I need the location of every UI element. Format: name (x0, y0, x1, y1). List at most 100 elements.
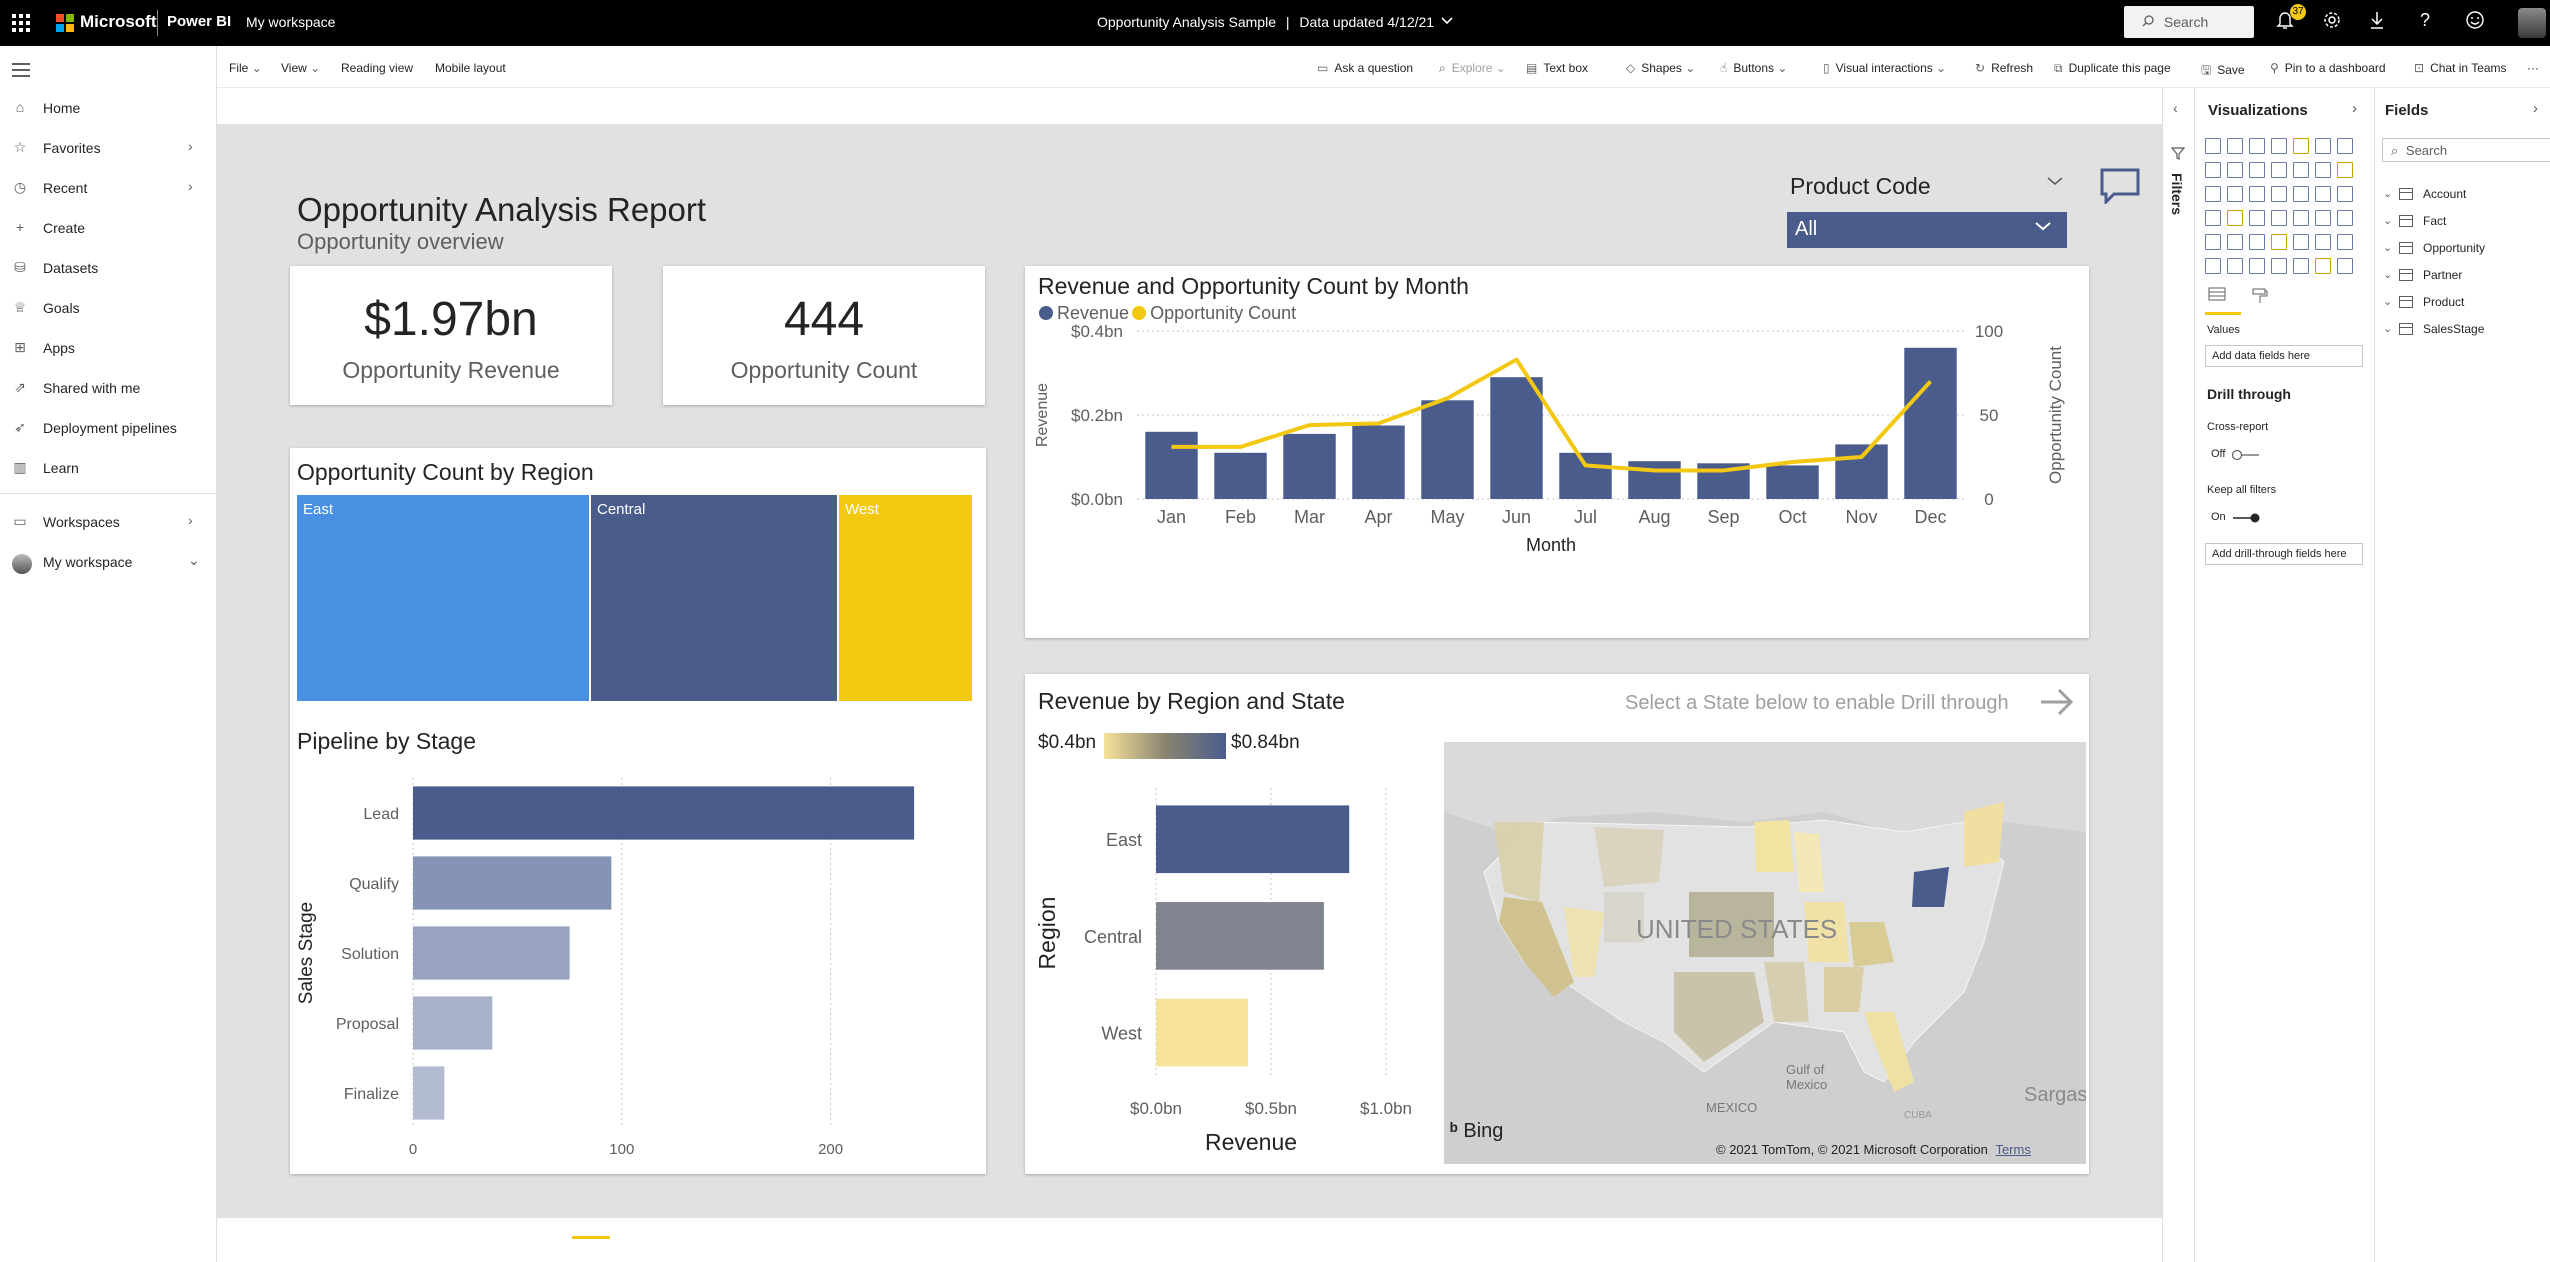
chevron-down-icon[interactable] (1439, 12, 1455, 31)
kpi-card-revenue[interactable]: $1.97bn Opportunity Revenue (290, 266, 612, 405)
treemap-west[interactable]: West (839, 495, 972, 701)
us-map[interactable]: UNITED STATES Gulf of Mexico MEXICO CUBA… (1444, 742, 2086, 1164)
download-icon[interactable] (2369, 10, 2385, 35)
product-name[interactable]: Power BI (167, 13, 232, 30)
visual-type-icon[interactable] (2227, 210, 2243, 226)
visual-type-icon[interactable] (2205, 258, 2221, 274)
terms-link[interactable]: Terms (1995, 1142, 2031, 1157)
chevron-down-icon[interactable]: ⌄ (188, 552, 200, 568)
file-menu[interactable]: File ⌄ (229, 61, 268, 75)
visual-type-icon[interactable] (2337, 234, 2353, 250)
visual-type-icon[interactable] (2315, 234, 2331, 250)
nav-item-shared[interactable]: ⇗ Shared with me (0, 370, 216, 406)
bell-icon[interactable] (2276, 10, 2294, 35)
visual-type-icon[interactable] (2293, 162, 2309, 178)
cross-report-toggle[interactable] (2231, 449, 2259, 461)
view-menu[interactable]: View ⌄ (281, 61, 326, 75)
app-launcher-icon[interactable] (12, 14, 30, 32)
nav-item-learn[interactable]: ▥ Learn (0, 450, 216, 486)
save-button[interactable]: 🖫 Save (2201, 61, 2245, 82)
nav-item-recent[interactable]: ◷ Recent › (0, 170, 216, 206)
visual-type-icon[interactable] (2249, 186, 2265, 202)
visual-type-icon[interactable] (2249, 162, 2265, 178)
visual-type-icon[interactable] (2249, 210, 2265, 226)
mobile-layout-button[interactable]: Mobile layout (435, 61, 506, 75)
fields-search-input[interactable]: ⌕ Search (2382, 138, 2550, 162)
visual-type-icon[interactable] (2205, 234, 2221, 250)
kpi-card-count[interactable]: 444 Opportunity Count (663, 266, 985, 405)
text-box-button[interactable]: ▤ Text box (1526, 61, 1588, 75)
visual-type-icon[interactable] (2205, 138, 2221, 154)
visual-type-icon[interactable] (2227, 186, 2243, 202)
visual-type-icon[interactable] (2337, 138, 2353, 154)
visual-type-icon[interactable] (2271, 138, 2287, 154)
pin-dashboard-button[interactable]: ⚲ Pin to a dashboard (2270, 61, 2386, 75)
visual-type-icon[interactable] (2271, 186, 2287, 202)
report-title-bar[interactable]: Opportunity Analysis Sample | Data updat… (1097, 14, 1434, 30)
visual-type-icon[interactable] (2315, 162, 2331, 178)
visual-type-icon[interactable] (2337, 258, 2353, 274)
chat-teams-button[interactable]: ⊡ Chat in Teams (2414, 61, 2507, 75)
visual-type-icon[interactable] (2315, 138, 2331, 154)
more-options-icon[interactable]: ··· (2527, 61, 2539, 75)
duplicate-page-button[interactable]: ⧉ Duplicate this page (2054, 61, 2171, 76)
visual-type-icon[interactable] (2315, 258, 2331, 274)
product-code-slicer[interactable]: All (1787, 212, 2067, 248)
gear-icon[interactable] (2322, 10, 2342, 35)
region-revenue-chart[interactable]: $0.0bn $0.5bn $1.0bn East Central West Revenue… (1025, 766, 1444, 1174)
nav-item-create[interactable]: + Create (0, 210, 216, 246)
visual-type-icon[interactable] (2227, 162, 2243, 178)
visual-type-icon[interactable] (2205, 186, 2221, 202)
visual-type-icon[interactable] (2293, 258, 2309, 274)
visual-type-icon[interactable] (2205, 210, 2221, 226)
ask-question-button[interactable]: ▭ Ask a question (1317, 61, 1413, 75)
visual-type-icon[interactable] (2249, 258, 2265, 274)
reading-view-button[interactable]: Reading view (341, 61, 414, 75)
nav-item-goals[interactable]: ♕ Goals (0, 290, 216, 326)
treemap-central[interactable]: Central (591, 495, 837, 701)
visual-type-icon[interactable] (2271, 258, 2287, 274)
visual-type-icon[interactable] (2293, 138, 2309, 154)
nav-item-apps[interactable]: ⊞ Apps (0, 330, 216, 366)
chevron-right-icon[interactable]: › (2352, 100, 2357, 117)
arrow-right-icon[interactable] (2037, 684, 2077, 725)
visual-type-icon[interactable] (2293, 234, 2309, 250)
month-combo-chart[interactable]: Revenue Opportunity Count $0.0bn $0.2bn $0.4… (1025, 306, 2089, 638)
visual-type-icon[interactable] (2315, 186, 2331, 202)
search-box[interactable]: Search (2124, 6, 2254, 38)
nav-item-datasets[interactable]: ⛁ Datasets (0, 250, 216, 286)
nav-item-home[interactable]: ⌂ Home (0, 90, 216, 126)
workspace-breadcrumb[interactable]: My workspace (246, 14, 336, 30)
chevron-right-icon[interactable]: › (2533, 100, 2538, 117)
chevron-right-icon[interactable]: › (188, 178, 193, 194)
fields-tab-icon[interactable] (2207, 287, 2227, 306)
visual-type-icon[interactable] (2337, 210, 2353, 226)
feedback-smiley-icon[interactable] (2465, 10, 2485, 35)
visual-type-icon[interactable] (2271, 162, 2287, 178)
visual-type-icon[interactable] (2315, 210, 2331, 226)
explore-button[interactable]: ⌕ Explore ⌄ (1439, 61, 1506, 76)
visual-type-icon[interactable] (2337, 162, 2353, 178)
visual-type-icon[interactable] (2271, 210, 2287, 226)
visual-type-icon[interactable] (2271, 234, 2287, 250)
visual-interactions-button[interactable]: ▯ Visual interactions ⌄ (1823, 61, 1952, 75)
shapes-button[interactable]: ◇ Shapes ⌄ (1626, 61, 1701, 75)
keep-filters-toggle[interactable] (2231, 512, 2260, 524)
visual-type-icon[interactable] (2337, 186, 2353, 202)
buttons-menu[interactable]: ☝ Buttons ⌄ (1720, 61, 1793, 75)
help-icon[interactable]: ? (2420, 10, 2431, 30)
treemap-east[interactable]: East (297, 495, 589, 701)
chevron-down-icon[interactable] (2045, 171, 2065, 197)
user-avatar[interactable] (2518, 8, 2546, 38)
nav-item-deployment-pipelines[interactable]: ➶ Deployment pipelines (0, 410, 216, 446)
chevron-right-icon[interactable]: › (188, 138, 193, 154)
visual-type-icon[interactable] (2205, 162, 2221, 178)
visual-type-icon[interactable] (2249, 234, 2265, 250)
refresh-button[interactable]: ↻ Refresh (1975, 61, 2033, 75)
chevron-left-icon[interactable]: ‹ (2173, 100, 2178, 116)
nav-item-my-workspace[interactable]: My workspace ⌄ (0, 544, 216, 580)
hamburger-menu-icon[interactable] (12, 63, 30, 81)
chevron-right-icon[interactable]: › (188, 512, 193, 528)
visual-type-icon[interactable] (2249, 138, 2265, 154)
visual-type-icon[interactable] (2293, 186, 2309, 202)
